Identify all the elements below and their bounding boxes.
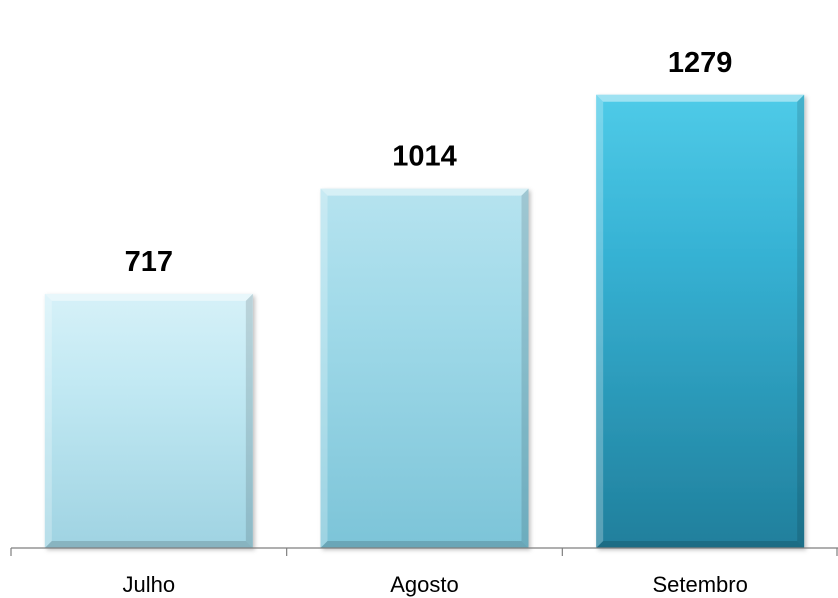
bar-rect: [320, 188, 529, 548]
bar-bevel-left: [320, 188, 328, 548]
bar-bevel-right: [245, 293, 253, 548]
bar-bevel-top: [44, 293, 253, 301]
x-tick-label: Setembro: [652, 572, 747, 597]
bar-bevel-right: [797, 94, 805, 549]
bar-julho: [44, 293, 253, 548]
data-label: 1014: [392, 141, 457, 173]
x-axis: [10, 547, 838, 556]
bar-setembro: [596, 94, 805, 549]
bar-bevel-left: [596, 94, 604, 549]
bar-bevel-bottom: [596, 541, 805, 548]
labels-layer: 717 Julho 1014 Agosto 1279 Setembro: [123, 47, 748, 597]
data-label: 717: [125, 246, 173, 278]
bar-bevel-bottom: [44, 541, 253, 548]
bar-bevel-left: [44, 293, 52, 548]
bar-agosto: [320, 188, 529, 548]
bar-bevel-right: [521, 188, 529, 548]
bars-layer: [44, 94, 805, 549]
data-label: 1279: [668, 47, 733, 79]
x-tick-label: Julho: [123, 572, 176, 597]
bar-rect: [596, 94, 805, 549]
bar-bevel-top: [320, 188, 529, 196]
bar-bevel-top: [596, 94, 805, 102]
bar-rect: [44, 293, 253, 548]
bar-bevel-bottom: [320, 541, 529, 548]
x-tick-label: Agosto: [390, 572, 459, 597]
